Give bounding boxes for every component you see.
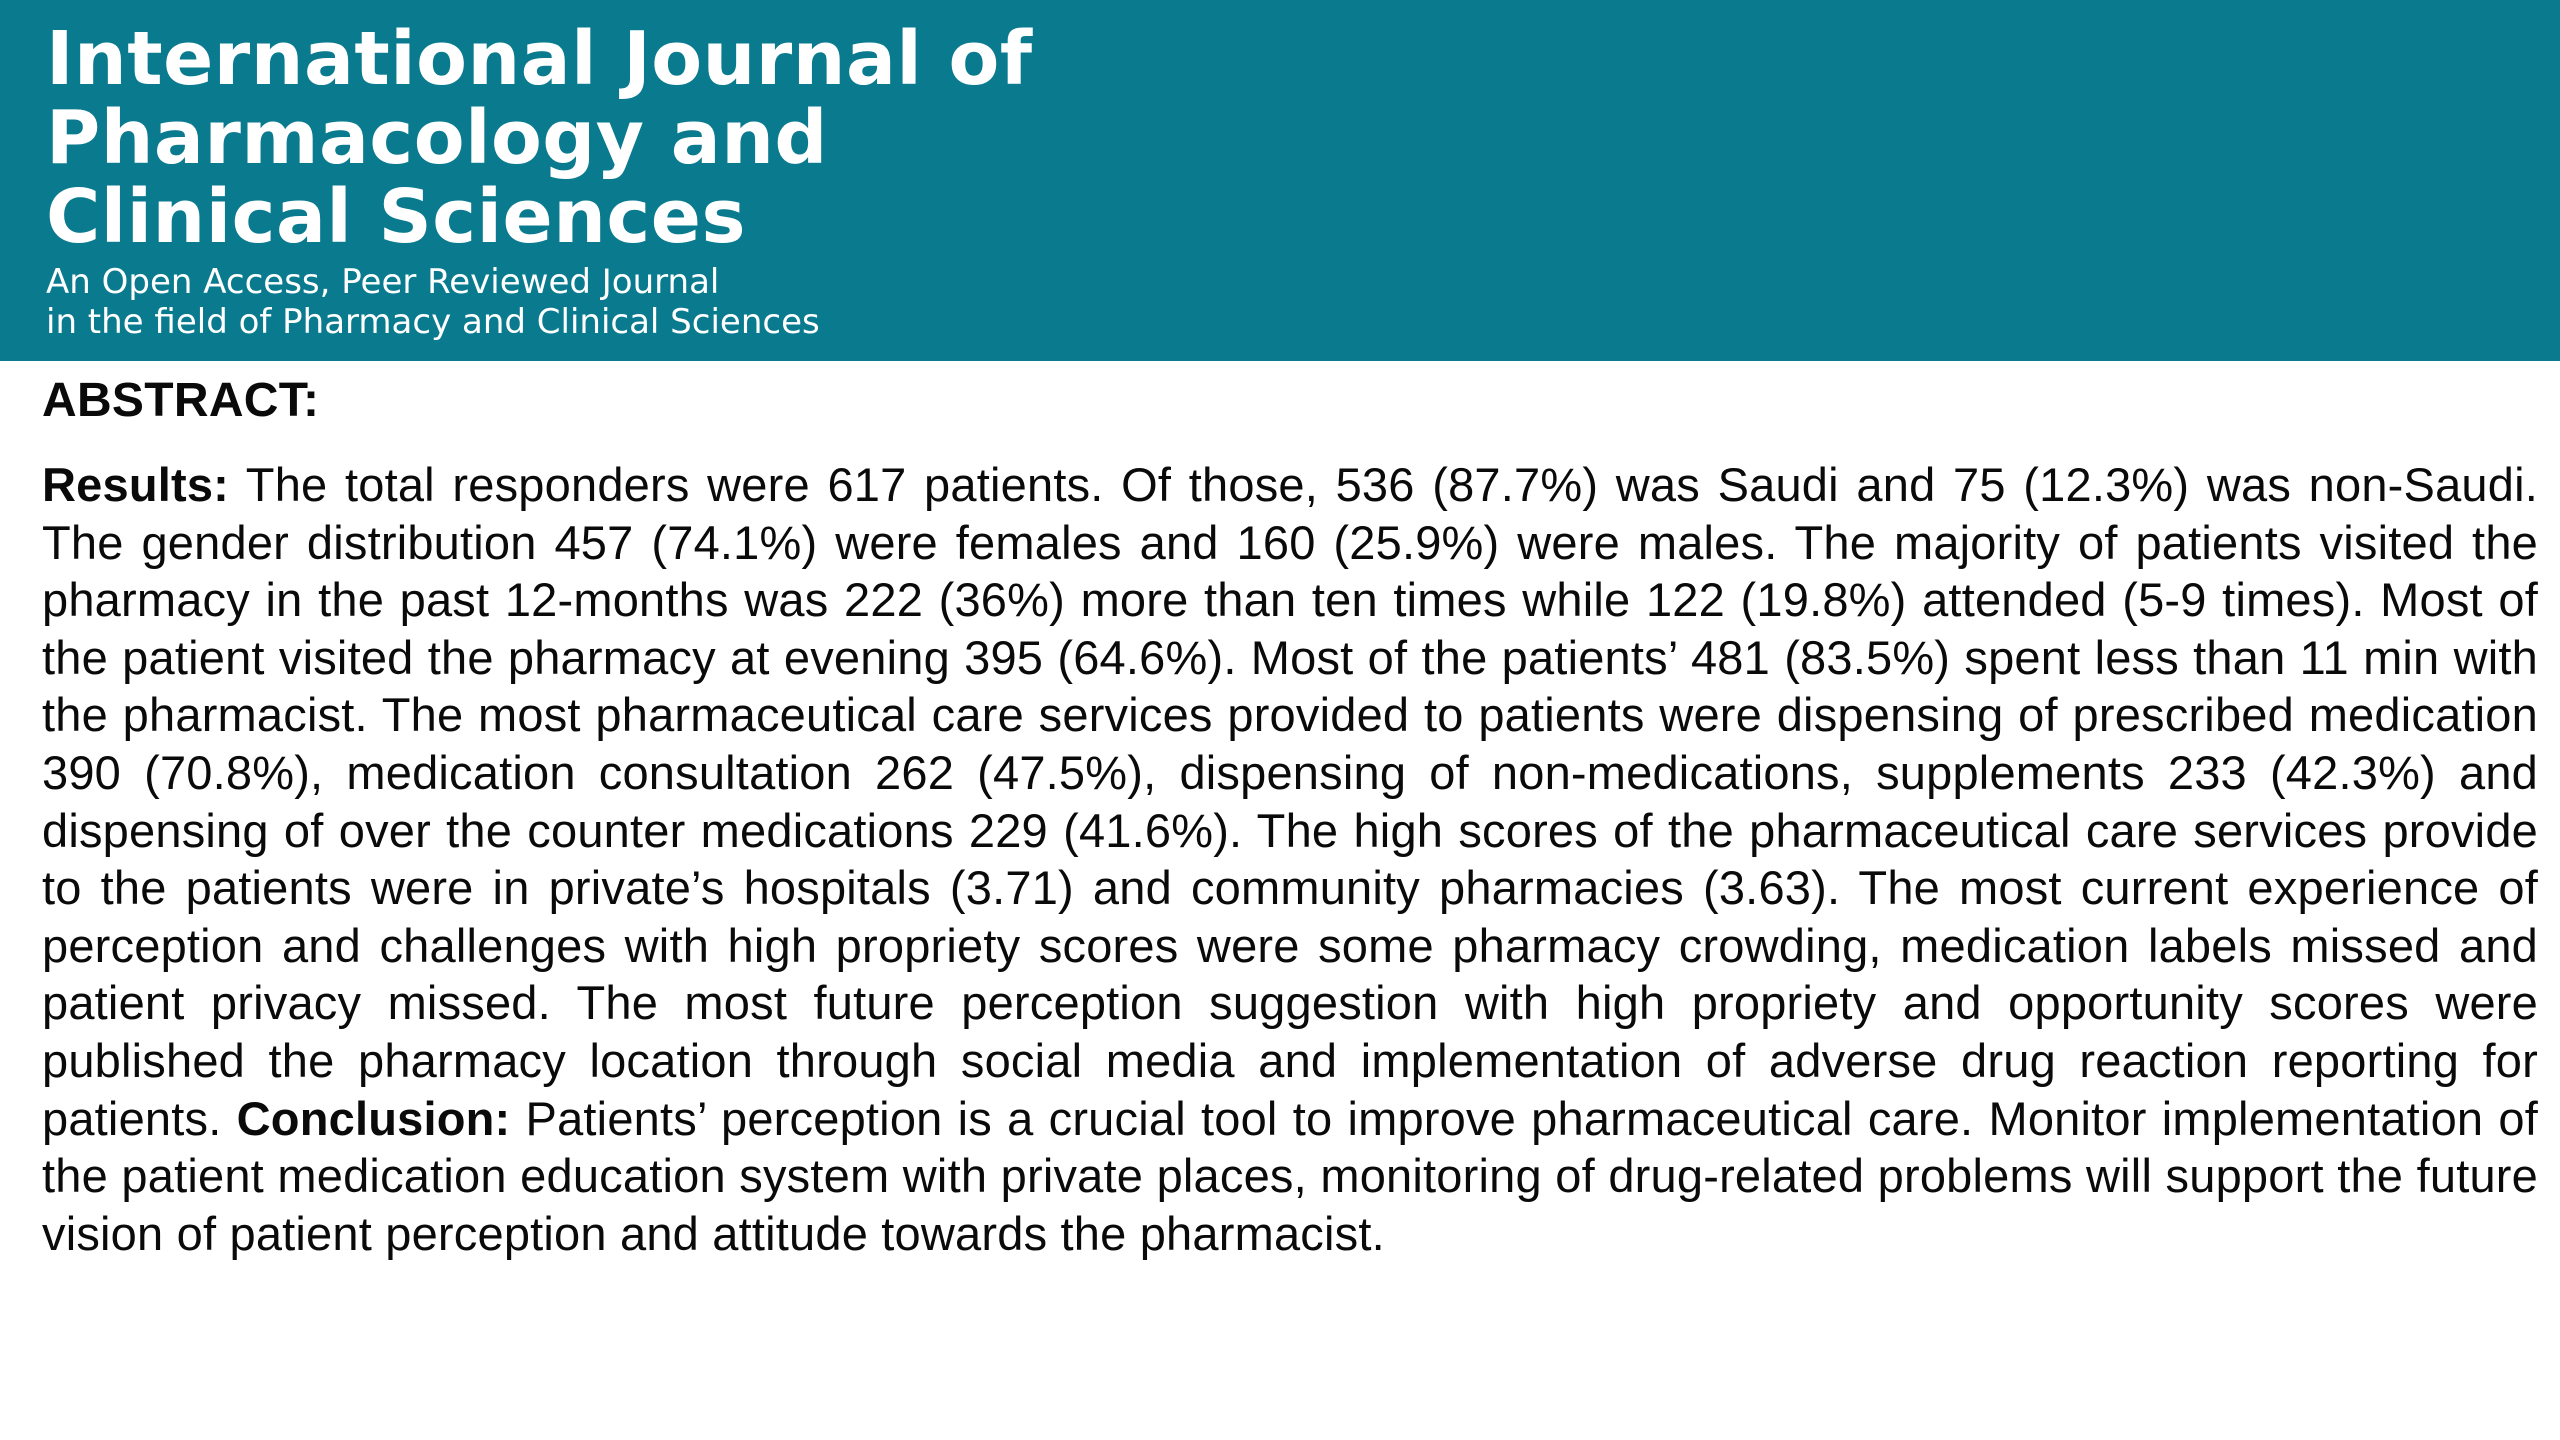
journal-title: International Journal of Pharmacology an… — [46, 20, 1033, 257]
conclusion-label: Conclusion: — [236, 1091, 511, 1145]
journal-title-line: Pharmacology and — [46, 95, 828, 181]
journal-subtitle: An Open Access, Peer Reviewed Journal in… — [46, 262, 820, 342]
abstract-body: Results: The total responders were 617 p… — [42, 456, 2538, 1262]
conclusion-text: Patients’ perception is a crucial tool t… — [42, 1091, 2538, 1260]
results-label: Results: — [42, 458, 230, 511]
results-text: The total responders were 617 patients. … — [42, 458, 2538, 1145]
abstract-heading: ABSTRACT: — [42, 374, 320, 427]
journal-subtitle-line: An Open Access, Peer Reviewed Journal — [46, 262, 720, 302]
journal-subtitle-line: in the field of Pharmacy and Clinical Sc… — [46, 302, 820, 342]
journal-title-line: Clinical Sciences — [46, 174, 747, 260]
journal-title-line: International Journal of — [46, 16, 1033, 102]
journal-banner: International Journal of Pharmacology an… — [0, 0, 2560, 361]
